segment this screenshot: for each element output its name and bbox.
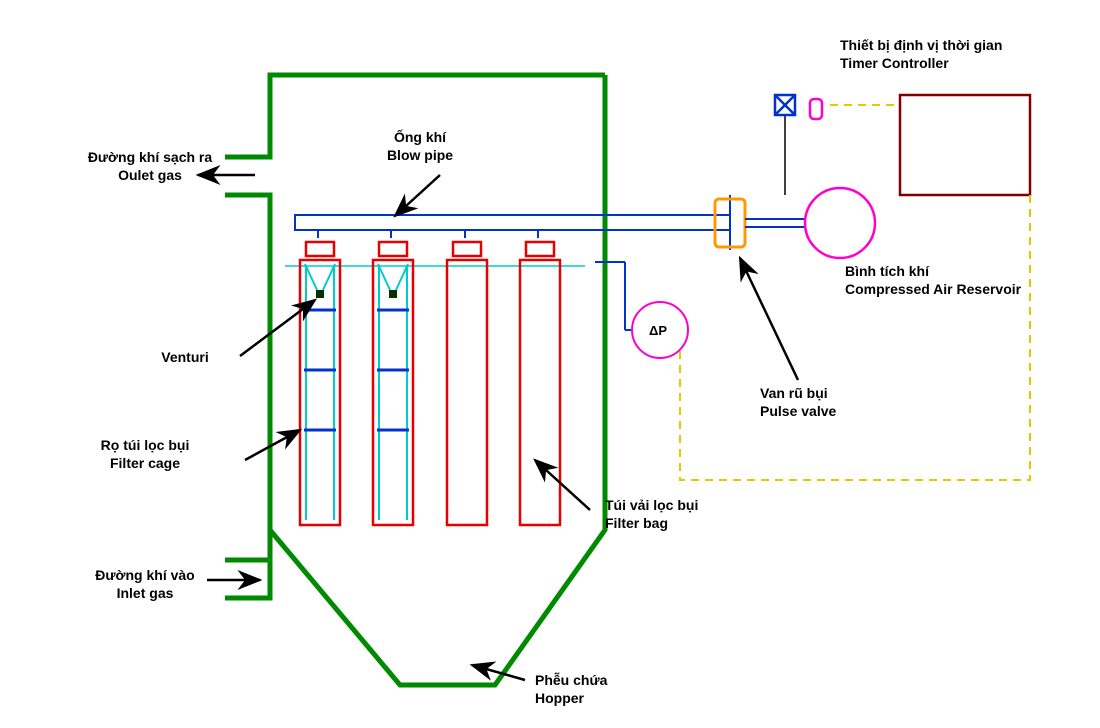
pulsevalve-arrow	[740, 258, 798, 380]
venturi	[378, 264, 408, 290]
housing-right-hopper	[225, 75, 605, 685]
label-filterbag-en: Filter bag	[605, 515, 668, 531]
blow-pipe	[295, 215, 730, 230]
venturi-throat	[389, 290, 397, 298]
filter-bag	[520, 260, 560, 525]
solenoid-pill	[810, 99, 822, 119]
label-blowpipe-en: Blow pipe	[387, 147, 453, 163]
filter-bag	[447, 260, 487, 525]
label-hopper-en: Hopper	[535, 690, 585, 706]
label-reservoir-en: Compressed Air Reservoir	[845, 281, 1022, 297]
label-filtercage-vn: Rọ túi lọc bụi	[101, 437, 190, 453]
label-inlet-en: Inlet gas	[117, 585, 174, 601]
filter-bag-cap	[379, 242, 407, 256]
label-pulsevalve-vn: Van rũ bụi	[760, 385, 828, 401]
blowpipe-arrow	[395, 175, 440, 216]
label-pulsevalve-en: Pulse valve	[760, 403, 836, 419]
filter-bag-cap	[526, 242, 554, 256]
label-venturi-en: Venturi	[161, 349, 208, 365]
label-timer-en: Timer Controller	[840, 55, 949, 71]
label-outlet-en: Oulet gas	[118, 167, 182, 183]
timer-controller	[900, 95, 1030, 195]
housing-left	[225, 195, 270, 560]
venturi	[305, 264, 335, 290]
label-reservoir-vn: Bình tích khí	[845, 263, 930, 279]
venturi-throat	[316, 290, 324, 298]
air-reservoir	[805, 188, 875, 258]
label-outlet-vn: Đường khí sạch ra	[88, 149, 213, 165]
diagram: ΔP Đường khí sạch ra Oulet gas Ống khí Blow …	[0, 0, 1100, 728]
label-hopper-vn: Phễu chứa	[535, 672, 608, 688]
filter-bag-cap	[453, 242, 481, 256]
label-timer-vn: Thiết bị định vị thời gian	[840, 37, 1002, 53]
label-blowpipe-vn: Ống khí	[394, 128, 447, 145]
label-filterbag-vn: Túi vải lọc bụi	[605, 497, 698, 513]
label-filtercage-en: Filter cage	[110, 455, 180, 471]
venturi-arrow	[240, 300, 315, 356]
filter-bag-cap	[306, 242, 334, 256]
signal-line	[680, 195, 1030, 480]
filterbag-arrow	[535, 460, 590, 510]
dp-gauge-label: ΔP	[649, 323, 667, 338]
label-inlet-vn: Đường khí vào	[95, 567, 194, 583]
